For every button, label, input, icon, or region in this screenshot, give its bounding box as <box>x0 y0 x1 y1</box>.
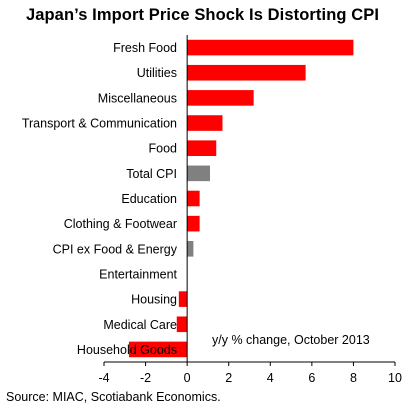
category-label-6: Education <box>121 192 177 206</box>
category-label-9: Entertainment <box>99 267 177 281</box>
bar-10 <box>178 291 188 307</box>
bar-6 <box>187 190 200 207</box>
bar-5 <box>187 165 211 182</box>
bar-1 <box>187 64 306 81</box>
bar-2 <box>187 90 254 106</box>
category-label-1: Utilities <box>137 66 177 80</box>
x-tick-label-4: 4 <box>267 371 274 385</box>
category-label-8: CPI ex Food & Energy <box>53 242 178 256</box>
bar-0 <box>187 39 354 56</box>
chart-annotation: y/y % change, October 2013 <box>212 333 370 347</box>
category-label-5: Total CPI <box>126 167 177 181</box>
chart-title: Japan’s Import Price Shock Is Distorting… <box>25 6 380 24</box>
source-note: Source: MIAC, Scotiabank Economics. <box>6 390 221 404</box>
category-label-3: Transport & Communication <box>22 117 177 131</box>
bar-3 <box>187 115 223 131</box>
x-tick-label-2: 0 <box>184 371 191 385</box>
category-label-4: Food <box>149 142 178 156</box>
category-label-10: Housing <box>131 293 177 307</box>
bar-8 <box>187 241 194 257</box>
x-tick-label-7: 10 <box>388 371 402 385</box>
category-labels: Fresh Food Utilities Miscellaneous Transpor… <box>22 41 178 357</box>
category-label-2: Miscellaneous <box>98 91 177 105</box>
x-tick-label-5: 6 <box>308 371 315 385</box>
x-axis-ticks: -4 -2 0 2 4 6 8 10 <box>98 362 402 385</box>
category-label-0: Fresh Food <box>113 41 177 55</box>
x-tick-label-3: 2 <box>225 371 232 385</box>
category-label-11: Medical Care <box>103 318 177 332</box>
x-tick-label-1: -2 <box>140 371 151 385</box>
bar-4 <box>187 140 217 156</box>
category-label-7: Clothing & Footwear <box>64 217 177 231</box>
bar-chart: Fresh Food Utilities Miscellaneous Transpor… <box>22 35 402 385</box>
bar-11 <box>176 316 188 333</box>
category-label-12: Household Goods <box>77 343 177 357</box>
bar-7 <box>187 215 200 232</box>
x-tick-label-6: 8 <box>350 371 357 385</box>
bar-12 <box>128 341 188 358</box>
bars-group <box>128 39 354 358</box>
x-tick-label-0: -4 <box>98 371 109 385</box>
